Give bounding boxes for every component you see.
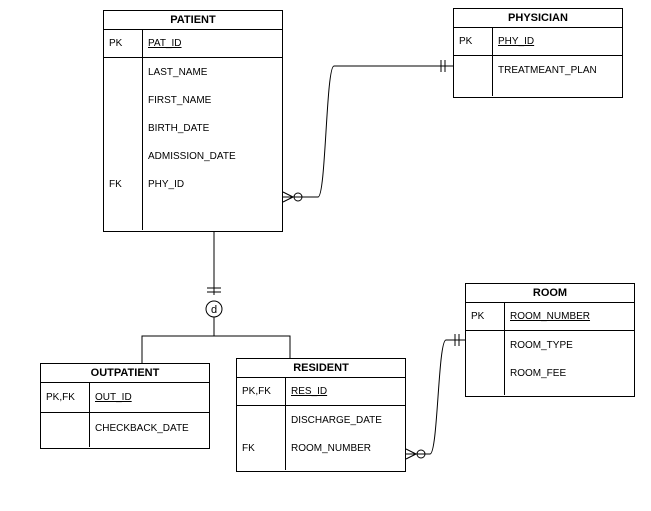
attr-label: LAST_NAME xyxy=(143,58,282,86)
attr-label: ROOM_NUMBER xyxy=(505,303,634,331)
key-label: PK,FK xyxy=(237,378,285,406)
attr-label: ROOM_NUMBER xyxy=(286,434,405,462)
attr-label: DISCHARGE_DATE xyxy=(286,406,405,434)
entity-physician-title: PHYSICIAN xyxy=(454,9,622,28)
key-label xyxy=(466,359,504,387)
entity-physician: PHYSICIAN PK PHY_ID TREATMEANT_PLAN xyxy=(453,8,623,98)
entity-outpatient: OUTPATIENT PK,FK OUT_ID CHECKBACK_DATE xyxy=(40,363,210,449)
crowfoot-icon xyxy=(406,449,416,459)
attr-label: PHY_ID xyxy=(493,28,622,56)
subtype-child-line xyxy=(214,317,290,358)
subtype-circle-icon xyxy=(206,301,222,317)
connector-patient-physician xyxy=(283,66,453,197)
entity-room-title: ROOM xyxy=(466,284,634,303)
attr-label: ROOM_FEE xyxy=(505,359,634,387)
cardinality-circle-icon xyxy=(294,193,302,201)
entity-room: ROOM PK ROOM_NUMBER ROOM_TYPE ROOM_FEE xyxy=(465,283,635,397)
key-label: PK xyxy=(454,28,492,56)
key-label xyxy=(466,331,504,359)
attr-label: ADMISSION_DATE xyxy=(143,142,282,170)
key-label xyxy=(104,114,142,142)
key-label xyxy=(41,413,89,443)
key-label: PK,FK xyxy=(41,383,89,413)
cardinality-circle-icon xyxy=(417,450,425,458)
key-label: PK xyxy=(466,303,504,331)
key-label: PK xyxy=(104,30,142,58)
attr-label: BIRTH_DATE xyxy=(143,114,282,142)
attr-label: FIRST_NAME xyxy=(143,86,282,114)
key-label xyxy=(104,86,142,114)
subtype-child-line xyxy=(142,317,214,363)
attr-label: OUT_ID xyxy=(90,383,209,413)
key-label xyxy=(237,406,285,434)
entity-resident: RESIDENT PK,FK FK RES_ID DISCHARGE_DATE … xyxy=(236,358,406,472)
entity-patient-title: PATIENT xyxy=(104,11,282,30)
attr-label: CHECKBACK_DATE xyxy=(90,413,209,443)
attr-label: ROOM_TYPE xyxy=(505,331,634,359)
entity-patient: PATIENT PK FK PAT_ID LAST_NAME FIRST_NAM… xyxy=(103,10,283,232)
key-label: FK xyxy=(104,170,142,198)
double-bar-icon xyxy=(207,288,221,292)
key-label xyxy=(104,142,142,170)
subtype-label: d xyxy=(211,304,217,316)
crowfoot-icon xyxy=(283,192,293,202)
entity-resident-title: RESIDENT xyxy=(237,359,405,378)
key-label xyxy=(104,58,142,86)
attr-label: PHY_ID xyxy=(143,170,282,198)
double-bar-icon xyxy=(455,334,459,346)
connector-resident-room xyxy=(406,340,465,454)
attr-label: TREATMEANT_PLAN xyxy=(493,56,622,84)
entity-outpatient-title: OUTPATIENT xyxy=(41,364,209,383)
attr-label: PAT_ID xyxy=(143,30,282,58)
double-bar-icon xyxy=(441,60,445,72)
attr-label: RES_ID xyxy=(286,378,405,406)
key-label xyxy=(454,56,492,84)
key-label: FK xyxy=(237,434,285,462)
